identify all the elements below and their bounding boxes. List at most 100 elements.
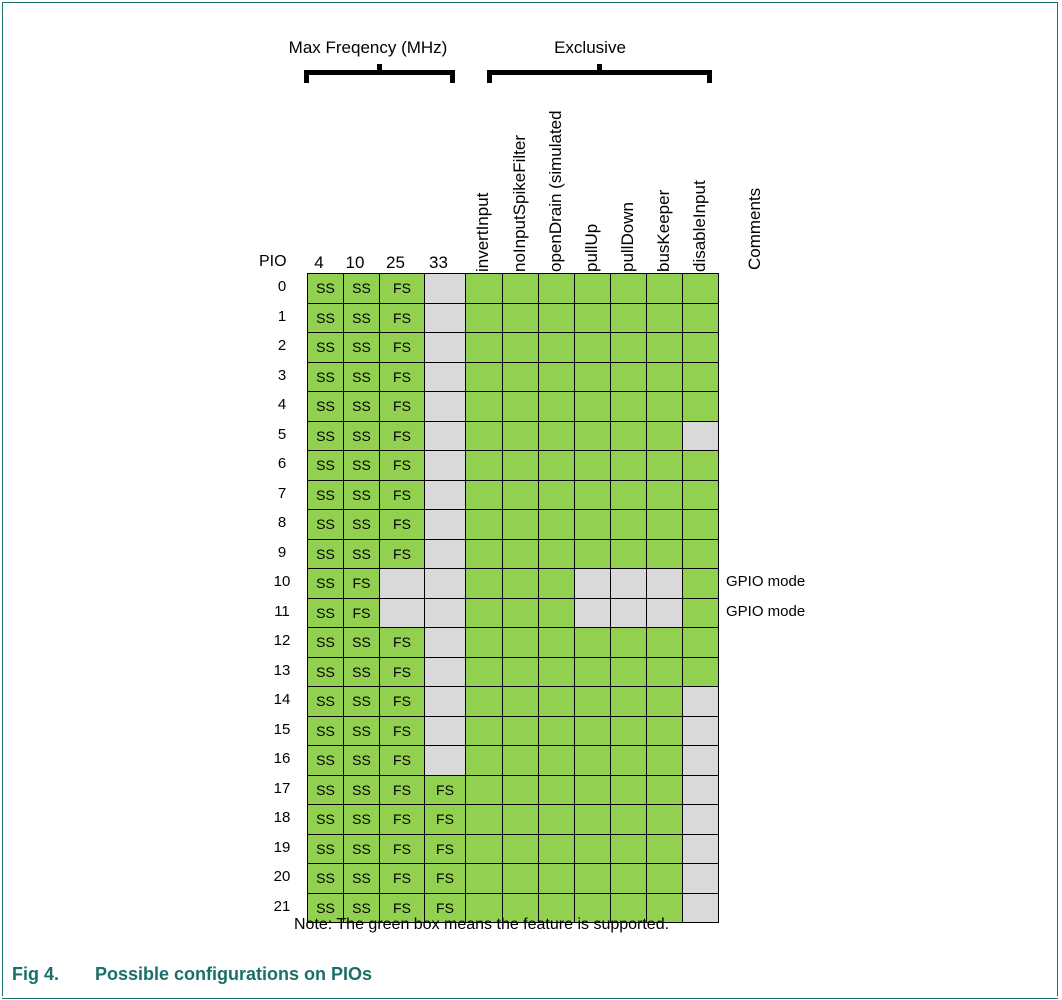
- supported-cell: [574, 509, 611, 540]
- supported-cell: SS: [307, 450, 344, 481]
- supported-cell: [610, 804, 647, 835]
- unsupported-cell: [424, 656, 466, 687]
- supported-cell: [682, 361, 719, 392]
- pio-row-number: 5: [277, 425, 287, 443]
- pio-row-number: 16: [273, 750, 291, 767]
- supported-cell: FS: [343, 597, 380, 628]
- supported-cell: [538, 450, 575, 481]
- supported-cell: FS: [379, 273, 425, 304]
- supported-cell: [538, 833, 575, 864]
- feature-column-header: pullDown: [618, 202, 637, 272]
- pio-row-number: 2: [277, 337, 287, 354]
- unsupported-cell: [424, 715, 466, 746]
- unsupported-cell: [574, 568, 611, 599]
- supported-cell: SS: [343, 538, 380, 569]
- supported-cell: [610, 745, 647, 776]
- supported-cell: [646, 715, 683, 746]
- row-comment: GPIO mode: [726, 602, 806, 620]
- supported-cell: [646, 656, 683, 687]
- supported-cell: SS: [307, 332, 344, 363]
- supported-cell: [538, 479, 575, 510]
- supported-cell: [682, 391, 719, 422]
- supported-cell: SS: [343, 479, 380, 510]
- supported-cell: [610, 627, 647, 658]
- unsupported-cell: [424, 302, 466, 333]
- supported-cell: [574, 892, 611, 923]
- supported-cell: [502, 332, 539, 363]
- supported-cell: [538, 391, 575, 422]
- supported-cell: SS: [343, 627, 380, 658]
- supported-cell: SS: [307, 833, 344, 864]
- supported-cell: SS: [343, 420, 380, 451]
- supported-cell: [682, 273, 719, 304]
- unsupported-cell: [424, 420, 466, 451]
- supported-cell: [538, 892, 575, 923]
- exclusive-group-label: Exclusive: [554, 38, 626, 57]
- supported-cell: SS: [307, 361, 344, 392]
- pio-row-number: 6: [277, 455, 287, 472]
- unsupported-cell: [424, 391, 466, 422]
- supported-cell: FS: [379, 686, 425, 717]
- supported-cell: [574, 391, 611, 422]
- supported-cell: [646, 450, 683, 481]
- supported-cell: [465, 774, 503, 805]
- unsupported-cell: [610, 568, 647, 599]
- unsupported-cell: [424, 538, 466, 569]
- supported-cell: [502, 774, 539, 805]
- supported-cell: FS: [379, 715, 425, 746]
- supported-cell: [610, 361, 647, 392]
- supported-cell: FS: [424, 833, 466, 864]
- pio-row-number: 19: [273, 838, 291, 856]
- supported-cell: [502, 420, 539, 451]
- feature-column-header: busKeeper: [654, 189, 673, 272]
- unsupported-cell: [424, 509, 466, 540]
- supported-cell: [682, 627, 719, 658]
- supported-cell: [538, 774, 575, 805]
- supported-cell: [538, 863, 575, 894]
- supported-cell: [682, 302, 719, 333]
- supported-cell: [502, 715, 539, 746]
- supported-cell: [465, 273, 503, 304]
- supported-cell: FS: [379, 627, 425, 658]
- supported-cell: SS: [307, 804, 344, 835]
- supported-cell: SS: [343, 715, 380, 746]
- supported-cell: FS: [379, 656, 425, 687]
- unsupported-cell: [424, 361, 466, 392]
- supported-cell: [465, 302, 503, 333]
- pio-row-number: 9: [277, 543, 287, 561]
- supported-cell: SS: [307, 568, 344, 599]
- supported-cell: SS: [307, 538, 344, 569]
- supported-cell: [465, 833, 503, 864]
- supported-cell: SS: [343, 509, 380, 540]
- supported-cell: [682, 568, 719, 599]
- supported-cell: [646, 391, 683, 422]
- supported-cell: SS: [343, 774, 380, 805]
- unsupported-cell: [646, 597, 683, 628]
- freq-column-header: 4: [314, 253, 324, 272]
- supported-cell: [538, 656, 575, 687]
- supported-cell: [465, 804, 503, 835]
- unsupported-cell: [682, 774, 719, 805]
- supported-cell: [610, 332, 647, 363]
- supported-cell: FS: [424, 863, 466, 894]
- supported-cell: [538, 745, 575, 776]
- supported-cell: [610, 774, 647, 805]
- supported-cell: [502, 863, 539, 894]
- supported-cell: [682, 656, 719, 687]
- supported-cell: SS: [307, 656, 344, 687]
- pio-row-number: 4: [277, 396, 287, 413]
- max-frequency-bracket-right: [450, 70, 455, 83]
- pio-column-label: PIO: [259, 253, 287, 270]
- supported-cell: [610, 686, 647, 717]
- supported-cell: [682, 479, 719, 510]
- supported-cell: FS: [379, 479, 425, 510]
- unsupported-cell: [424, 745, 466, 776]
- pio-row-number: 8: [277, 514, 287, 531]
- supported-cell: [465, 627, 503, 658]
- supported-cell: [646, 774, 683, 805]
- supported-cell: SS: [343, 863, 380, 894]
- supported-cell: [610, 302, 647, 333]
- supported-cell: [465, 686, 503, 717]
- supported-cell: [574, 715, 611, 746]
- supported-cell: SS: [307, 745, 344, 776]
